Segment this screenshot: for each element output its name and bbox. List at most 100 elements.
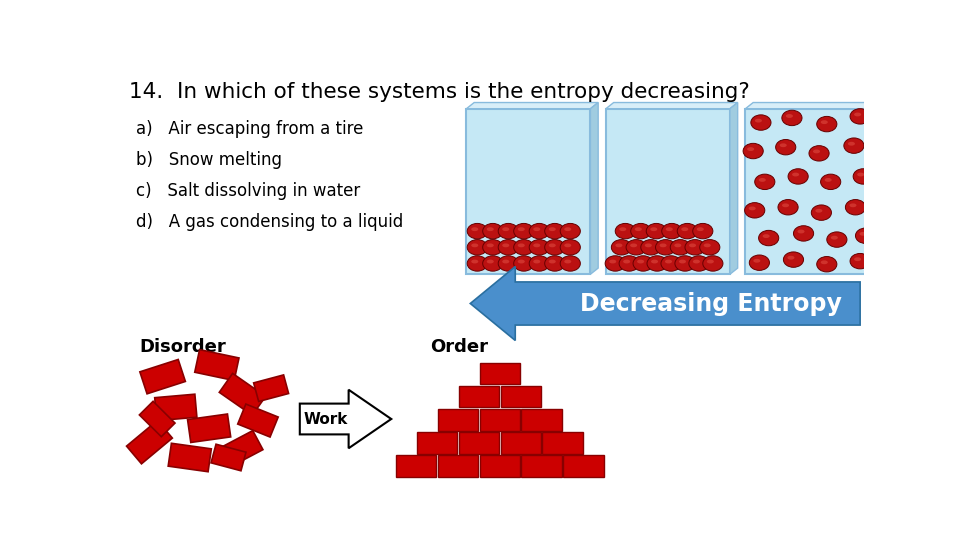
Ellipse shape xyxy=(682,227,688,231)
Ellipse shape xyxy=(487,227,493,231)
Bar xyxy=(211,444,246,471)
Ellipse shape xyxy=(631,224,651,239)
Ellipse shape xyxy=(487,244,493,247)
Ellipse shape xyxy=(564,227,571,231)
Ellipse shape xyxy=(468,240,488,255)
Ellipse shape xyxy=(533,227,540,231)
Ellipse shape xyxy=(502,227,510,231)
Ellipse shape xyxy=(630,244,637,247)
Polygon shape xyxy=(730,103,737,274)
Ellipse shape xyxy=(780,143,787,147)
Ellipse shape xyxy=(498,224,518,239)
Ellipse shape xyxy=(635,227,642,231)
Ellipse shape xyxy=(745,202,765,218)
Ellipse shape xyxy=(651,260,659,264)
Ellipse shape xyxy=(697,227,704,231)
Ellipse shape xyxy=(615,244,622,247)
Ellipse shape xyxy=(471,260,478,264)
Ellipse shape xyxy=(743,143,763,159)
Ellipse shape xyxy=(792,173,799,177)
Ellipse shape xyxy=(619,227,626,231)
Bar xyxy=(222,430,263,466)
Ellipse shape xyxy=(645,244,652,247)
Ellipse shape xyxy=(660,244,666,247)
Ellipse shape xyxy=(751,115,771,130)
Ellipse shape xyxy=(615,224,636,239)
Text: c)   Salt dissolving in water: c) Salt dissolving in water xyxy=(135,182,360,200)
Ellipse shape xyxy=(825,178,831,182)
Bar xyxy=(500,386,540,408)
Ellipse shape xyxy=(786,114,793,118)
Bar xyxy=(459,432,499,454)
Ellipse shape xyxy=(855,228,876,244)
Bar xyxy=(542,432,583,454)
Ellipse shape xyxy=(471,227,478,231)
Ellipse shape xyxy=(750,255,770,271)
Ellipse shape xyxy=(468,224,488,239)
Bar xyxy=(417,432,457,454)
Ellipse shape xyxy=(854,112,861,117)
Ellipse shape xyxy=(809,146,829,161)
Ellipse shape xyxy=(502,260,510,264)
Ellipse shape xyxy=(754,259,760,262)
Text: Liquid: Liquid xyxy=(653,285,691,298)
Ellipse shape xyxy=(817,256,837,272)
Text: b)   Snow melting: b) Snow melting xyxy=(135,151,281,169)
Ellipse shape xyxy=(647,256,667,271)
Bar xyxy=(187,414,230,442)
Bar xyxy=(564,455,604,477)
Ellipse shape xyxy=(821,174,841,190)
Bar xyxy=(521,455,562,477)
Ellipse shape xyxy=(817,117,837,132)
Ellipse shape xyxy=(782,204,789,207)
Ellipse shape xyxy=(857,173,864,177)
Ellipse shape xyxy=(637,260,644,264)
Text: a)   Air escaping from a tire: a) Air escaping from a tire xyxy=(135,120,363,138)
Ellipse shape xyxy=(483,224,503,239)
Text: Order: Order xyxy=(430,338,488,356)
Ellipse shape xyxy=(619,256,639,271)
Ellipse shape xyxy=(660,256,681,271)
Ellipse shape xyxy=(561,240,581,255)
Ellipse shape xyxy=(544,240,564,255)
Ellipse shape xyxy=(853,168,874,184)
Ellipse shape xyxy=(564,244,571,247)
Ellipse shape xyxy=(693,224,713,239)
Ellipse shape xyxy=(815,209,823,213)
Ellipse shape xyxy=(514,240,534,255)
Ellipse shape xyxy=(781,110,802,126)
Ellipse shape xyxy=(533,244,540,247)
Bar xyxy=(168,443,211,472)
Ellipse shape xyxy=(693,260,700,264)
Text: Disorder: Disorder xyxy=(139,338,227,356)
Ellipse shape xyxy=(685,240,706,255)
Ellipse shape xyxy=(821,120,828,124)
Bar xyxy=(195,349,239,381)
Ellipse shape xyxy=(850,204,856,207)
Ellipse shape xyxy=(755,119,762,123)
Ellipse shape xyxy=(821,260,828,264)
Ellipse shape xyxy=(549,260,556,264)
Ellipse shape xyxy=(787,256,795,260)
Polygon shape xyxy=(606,103,737,109)
Ellipse shape xyxy=(798,230,804,233)
Ellipse shape xyxy=(755,174,775,190)
Ellipse shape xyxy=(859,232,867,236)
Ellipse shape xyxy=(850,109,870,124)
Ellipse shape xyxy=(498,240,518,255)
Ellipse shape xyxy=(778,200,798,215)
Ellipse shape xyxy=(850,253,870,269)
Ellipse shape xyxy=(788,168,808,184)
Bar xyxy=(500,432,540,454)
Ellipse shape xyxy=(623,260,630,264)
Polygon shape xyxy=(870,103,877,274)
Ellipse shape xyxy=(483,240,503,255)
Ellipse shape xyxy=(612,240,632,255)
Ellipse shape xyxy=(749,206,756,210)
Ellipse shape xyxy=(848,142,855,146)
Bar xyxy=(745,109,870,274)
Ellipse shape xyxy=(661,224,682,239)
Ellipse shape xyxy=(487,260,493,264)
Bar xyxy=(521,409,562,430)
Ellipse shape xyxy=(665,260,672,264)
